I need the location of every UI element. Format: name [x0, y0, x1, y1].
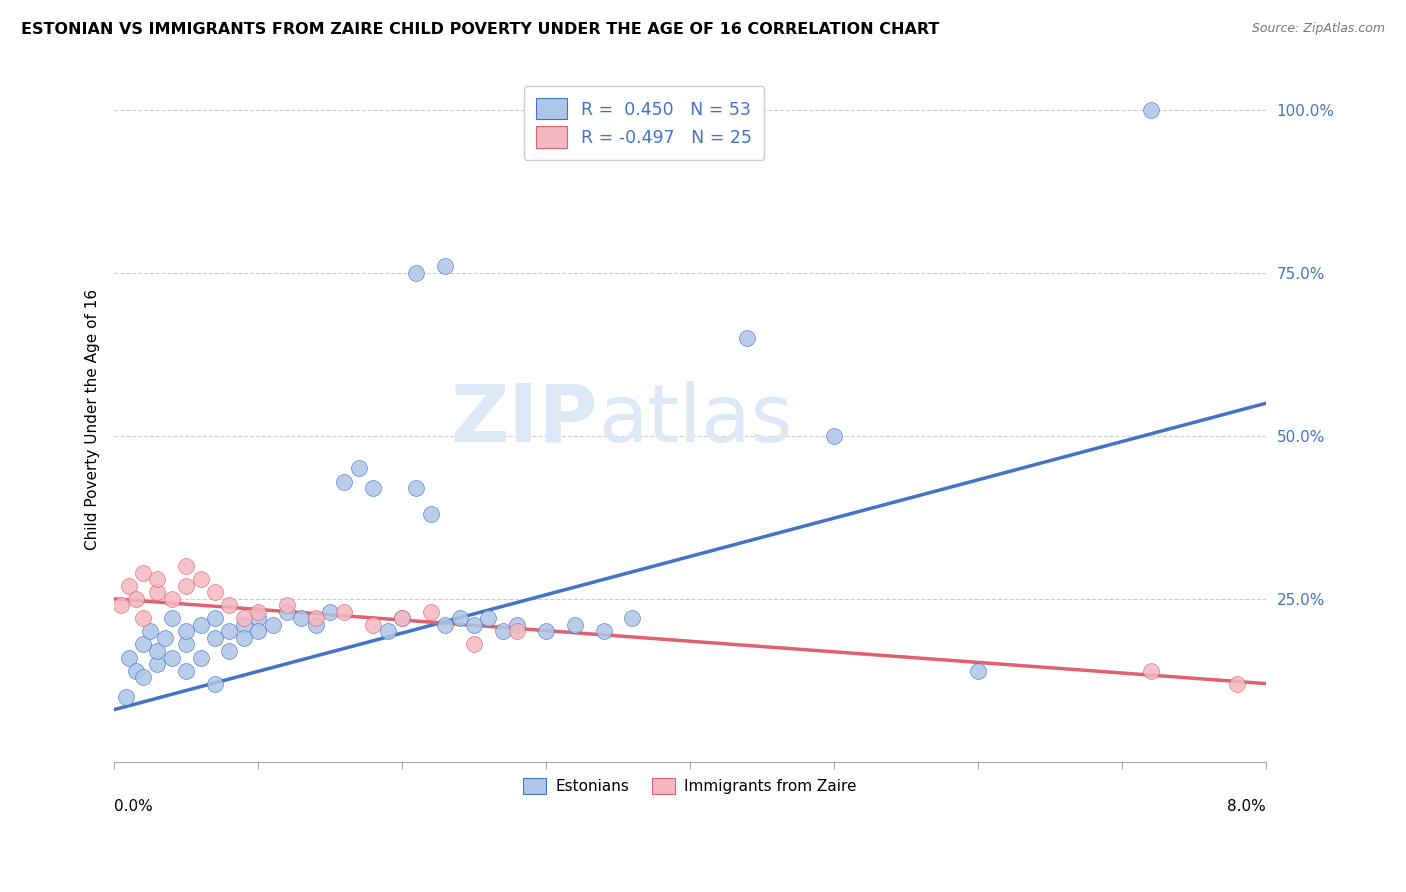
Point: [477, 611, 499, 625]
Point: [377, 624, 399, 639]
Point: [419, 605, 441, 619]
Point: [305, 611, 328, 625]
Point: [276, 599, 298, 613]
Point: [232, 631, 254, 645]
Point: [737, 331, 759, 345]
Text: 8.0%: 8.0%: [1227, 799, 1265, 814]
Point: [117, 650, 139, 665]
Point: [966, 664, 988, 678]
Point: [1139, 103, 1161, 117]
Point: [361, 481, 384, 495]
Point: [132, 637, 155, 651]
Point: [405, 266, 427, 280]
Point: [247, 605, 270, 619]
Point: [290, 611, 312, 625]
Point: [361, 618, 384, 632]
Point: [592, 624, 614, 639]
Legend: Estonians, Immigrants from Zaire: Estonians, Immigrants from Zaire: [516, 771, 865, 802]
Text: ESTONIAN VS IMMIGRANTS FROM ZAIRE CHILD POVERTY UNDER THE AGE OF 16 CORRELATION : ESTONIAN VS IMMIGRANTS FROM ZAIRE CHILD …: [21, 22, 939, 37]
Point: [110, 599, 132, 613]
Point: [449, 611, 471, 625]
Y-axis label: Child Poverty Under the Age of 16: Child Poverty Under the Age of 16: [86, 289, 100, 550]
Point: [463, 618, 485, 632]
Point: [204, 585, 226, 599]
Point: [117, 579, 139, 593]
Text: 0.0%: 0.0%: [114, 799, 153, 814]
Point: [125, 591, 148, 606]
Point: [405, 481, 427, 495]
Point: [174, 637, 197, 651]
Point: [174, 624, 197, 639]
Point: [132, 611, 155, 625]
Point: [190, 650, 212, 665]
Point: [434, 618, 457, 632]
Text: Source: ZipAtlas.com: Source: ZipAtlas.com: [1251, 22, 1385, 36]
Point: [347, 461, 370, 475]
Point: [160, 591, 183, 606]
Point: [276, 605, 298, 619]
Point: [319, 605, 342, 619]
Point: [463, 637, 485, 651]
Point: [160, 611, 183, 625]
Point: [232, 611, 254, 625]
Point: [506, 618, 529, 632]
Point: [174, 559, 197, 574]
Point: [247, 624, 270, 639]
Point: [419, 507, 441, 521]
Point: [146, 585, 169, 599]
Point: [391, 611, 413, 625]
Point: [160, 650, 183, 665]
Point: [1226, 676, 1249, 690]
Point: [146, 657, 169, 671]
Point: [218, 644, 240, 658]
Point: [262, 618, 284, 632]
Point: [218, 599, 240, 613]
Point: [823, 429, 845, 443]
Point: [132, 670, 155, 684]
Point: [564, 618, 586, 632]
Point: [391, 611, 413, 625]
Text: atlas: atlas: [598, 381, 792, 458]
Point: [492, 624, 515, 639]
Point: [204, 631, 226, 645]
Point: [232, 618, 254, 632]
Point: [132, 566, 155, 580]
Point: [333, 605, 356, 619]
Point: [125, 664, 148, 678]
Point: [146, 644, 169, 658]
Point: [305, 618, 328, 632]
Point: [534, 624, 557, 639]
Point: [139, 624, 162, 639]
Point: [218, 624, 240, 639]
Point: [190, 618, 212, 632]
Point: [174, 579, 197, 593]
Point: [190, 572, 212, 586]
Point: [204, 676, 226, 690]
Point: [174, 664, 197, 678]
Point: [1139, 664, 1161, 678]
Point: [621, 611, 644, 625]
Text: ZIP: ZIP: [450, 381, 598, 458]
Point: [153, 631, 176, 645]
Point: [333, 475, 356, 489]
Point: [146, 572, 169, 586]
Point: [247, 611, 270, 625]
Point: [506, 624, 529, 639]
Point: [434, 260, 457, 274]
Point: [204, 611, 226, 625]
Point: [114, 690, 136, 704]
